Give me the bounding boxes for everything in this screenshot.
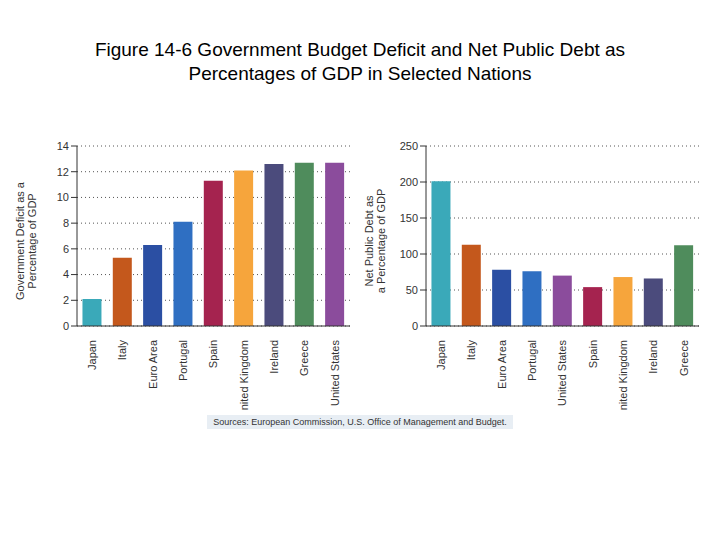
svg-text:14: 14	[57, 140, 69, 152]
svg-text:Portugal: Portugal	[526, 340, 538, 381]
svg-text:Greece: Greece	[678, 340, 690, 376]
svg-text:50: 50	[406, 284, 418, 296]
svg-text:6: 6	[63, 243, 69, 255]
svg-text:0: 0	[63, 320, 69, 332]
svg-text:Euro Area: Euro Area	[496, 339, 508, 389]
svg-text:8: 8	[63, 217, 69, 229]
svg-text:Japan: Japan	[435, 340, 447, 370]
svg-text:Italy: Italy	[465, 340, 477, 361]
svg-text:Italy: Italy	[116, 340, 128, 361]
svg-text:Euro Area: Euro Area	[147, 339, 159, 389]
svg-text:Greece: Greece	[298, 340, 310, 376]
svg-text:Ireland: Ireland	[647, 340, 659, 374]
svg-text:United States: United States	[329, 340, 341, 407]
svg-text:100: 100	[400, 248, 418, 260]
svg-text:150: 150	[400, 212, 418, 224]
svg-text:Spain: Spain	[587, 340, 599, 368]
html-text:Sources: European Commission,: Sources: European Commission, U.S. Offic…	[213, 417, 507, 427]
svg-text:0: 0	[412, 320, 418, 332]
svg-text:250: 250	[400, 140, 418, 152]
svg-text:United States: United States	[556, 340, 568, 407]
svg-text:4: 4	[63, 268, 69, 280]
svg-text:12: 12	[57, 166, 69, 178]
svg-text:Government Deficit as aPercent: Government Deficit as aPercentage of GDP	[14, 181, 38, 300]
svg-text:10: 10	[57, 191, 69, 203]
svg-text:Portugal: Portugal	[177, 340, 189, 381]
svg-text:United Kingdom: United Kingdom	[617, 340, 629, 411]
svg-text:Ireland: Ireland	[268, 340, 280, 374]
svg-text:United Kingdom: United Kingdom	[238, 340, 250, 411]
html-text:Figure 14-6 Government Budget: Figure 14-6 Government Budget Deficit an…	[94, 39, 626, 84]
svg-text:Net Public Debt asa Percentage: Net Public Debt asa Percentage of GDP	[363, 189, 387, 294]
svg-text:2: 2	[63, 294, 69, 306]
svg-text:200: 200	[400, 176, 418, 188]
svg-text:Spain: Spain	[207, 340, 219, 368]
svg-text:Japan: Japan	[86, 340, 98, 370]
